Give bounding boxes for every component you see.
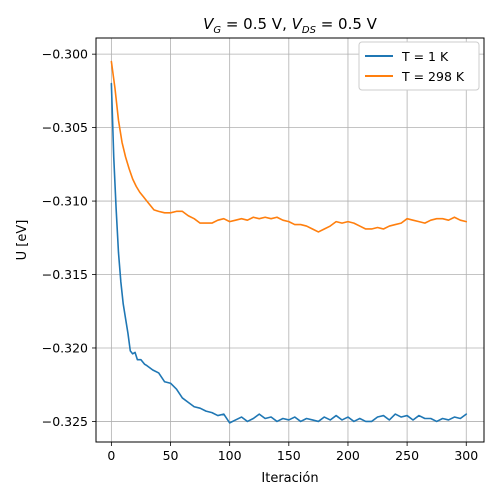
series-line-t1 <box>110 82 468 424</box>
y-axis-title: U [eV] <box>15 220 30 261</box>
y-tick-label: −0.320 <box>42 340 88 355</box>
y-tick-label: −0.300 <box>42 47 88 62</box>
x-axis-title: Iteración <box>261 471 318 486</box>
x-tick-label: 150 <box>277 448 301 463</box>
x-tick-label: 200 <box>336 448 360 463</box>
legend-box <box>358 41 480 91</box>
y-tick-label: −0.310 <box>42 194 88 209</box>
y-tick-label: −0.315 <box>42 267 88 282</box>
series-line-t298 <box>110 60 468 233</box>
x-tick-label: 50 <box>163 448 179 463</box>
legend-label-t298: T = 298 K <box>401 69 465 84</box>
legend: T = 1 K T = 298 K <box>358 41 480 91</box>
chart-title: VG = 0.5 V, VDS = 0.5 V <box>203 15 378 36</box>
grid <box>96 38 484 442</box>
axis-ticks: 0 50 100 150 200 250 300 −0.325 −0.320 −0.315 −0.3… <box>42 47 478 463</box>
y-tick-label: −0.305 <box>42 120 88 135</box>
x-tick-label: 0 <box>107 448 115 463</box>
x-tick-label: 250 <box>395 448 419 463</box>
x-tick-label: 300 <box>454 448 478 463</box>
x-tick-label: 100 <box>218 448 242 463</box>
plot-frame <box>95 37 485 443</box>
legend-label-t1: T = 1 K <box>401 49 449 64</box>
y-tick-label: −0.325 <box>42 414 88 429</box>
series-lines <box>110 60 468 424</box>
